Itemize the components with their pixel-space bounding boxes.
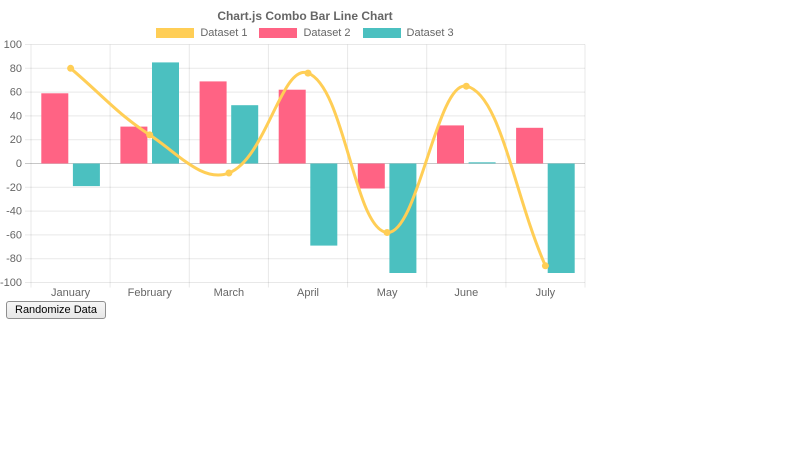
chart-title: Chart.js Combo Bar Line Chart xyxy=(217,9,393,23)
x-axis-tick-label: July xyxy=(536,287,556,299)
x-axis-tick-label: April xyxy=(297,287,319,299)
bar-dataset-3-june[interactable] xyxy=(468,162,496,164)
legend-color-swatch xyxy=(156,28,195,38)
y-axis-tick-label: 100 xyxy=(4,39,22,51)
y-axis-tick-label: 0 xyxy=(16,158,22,170)
chart-legend: Dataset 1 Dataset 2 Dataset 3 xyxy=(0,27,610,39)
legend-label: Dataset 2 xyxy=(303,27,351,39)
legend-label: Dataset 1 xyxy=(200,27,248,39)
bar-dataset-2-july[interactable] xyxy=(516,127,544,164)
x-axis-tick-label: June xyxy=(454,287,478,299)
combo-chart-plot[interactable]: -100 -80 -60 -40 -20 0 20 40 60 80 100 January Febru… xyxy=(0,0,610,300)
x-axis-tick-label: March xyxy=(214,287,245,299)
y-axis-tick-label: 60 xyxy=(10,87,22,99)
legend-item-dataset-3[interactable]: Dataset 3 xyxy=(362,27,454,39)
point-dataset-1-may[interactable] xyxy=(383,229,391,236)
y-axis-tick-label: 40 xyxy=(10,110,22,122)
bar-dataset-2-january[interactable] xyxy=(41,93,69,164)
y-axis-tick-label: -20 xyxy=(6,182,22,194)
line-dataset-1[interactable] xyxy=(69,66,547,268)
legend-item-dataset-1[interactable]: Dataset 1 xyxy=(156,27,247,39)
bar-dataset-2-march[interactable] xyxy=(199,81,227,164)
bar-dataset-3-january[interactable] xyxy=(72,163,100,187)
y-axis-tick-label: -40 xyxy=(6,206,22,218)
legend-item-dataset-2[interactable]: Dataset 2 xyxy=(259,27,351,39)
x-axis-tick-label: January xyxy=(51,287,91,299)
bar-dataset-3-february[interactable] xyxy=(152,62,179,164)
x-axis-tick-label: May xyxy=(377,287,398,299)
legend-color-swatch xyxy=(362,28,401,38)
point-dataset-1-march[interactable] xyxy=(225,169,233,177)
point-dataset-1-june[interactable] xyxy=(462,82,470,90)
bar-dataset-2-april[interactable] xyxy=(278,89,306,164)
legend-color-swatch xyxy=(259,28,298,38)
y-axis-tick-label: 20 xyxy=(10,134,22,146)
y-axis-tick-label: 80 xyxy=(10,63,22,75)
point-dataset-1-july[interactable] xyxy=(541,262,549,270)
point-dataset-1-april[interactable] xyxy=(304,69,312,77)
point-dataset-1-january[interactable] xyxy=(67,64,75,72)
bar-dataset-3-march[interactable] xyxy=(231,105,259,164)
legend-label: Dataset 3 xyxy=(406,27,454,39)
bar-dataset-2-june[interactable] xyxy=(437,125,464,164)
point-dataset-1-february[interactable] xyxy=(146,131,154,139)
y-axis-tick-label: -80 xyxy=(6,253,22,265)
randomize-data-button[interactable]: Randomize Data xyxy=(6,301,106,319)
x-axis-tick-label: February xyxy=(128,287,173,299)
y-axis-tick-label: -100 xyxy=(0,277,22,289)
y-axis-tick-label: -60 xyxy=(6,229,22,241)
bar-dataset-2-february[interactable] xyxy=(120,126,148,164)
bar-dataset-3-april[interactable] xyxy=(310,163,338,246)
bar-dataset-3-july[interactable] xyxy=(547,163,575,274)
bar-dataset-2-may[interactable] xyxy=(357,163,385,189)
